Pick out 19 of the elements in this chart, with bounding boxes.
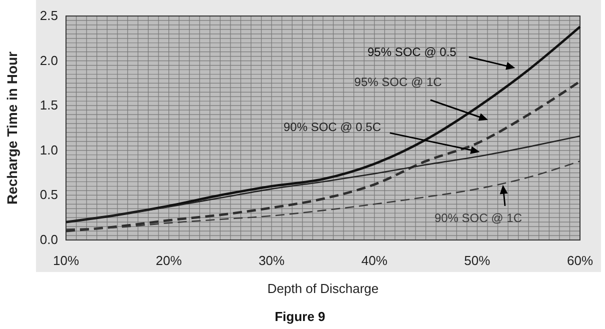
y-tick-label: 1.5 (40, 98, 58, 113)
y-tick-label: 2.0 (40, 52, 58, 68)
x-tick-label: 20% (156, 253, 182, 268)
x-axis-title: Depth of Discharge (267, 281, 379, 296)
x-tick-label: 10% (52, 253, 80, 268)
x-tick-label: 50% (464, 253, 491, 268)
y-axis-title: Recharge Time in Hour (4, 50, 20, 205)
x-tick-label: 60% (566, 253, 594, 268)
y-tick-label: 1.0 (40, 142, 58, 158)
text: 90% SOC @ 0.5C (283, 120, 382, 134)
text: 95% SOC @ 1C (354, 75, 442, 90)
y-tick-label: 0.5 (40, 187, 58, 202)
x-tick-label: 40% (361, 253, 388, 268)
y-tick-label: 0.0 (40, 232, 58, 247)
y-tick-label: 2.5 (40, 8, 58, 23)
series-label: 90% SOC @ 1C (434, 211, 522, 226)
text: Figure 9 (274, 309, 326, 324)
x-tick-label: 30% (258, 253, 286, 268)
text: 95% SOC @ 0.5 (367, 45, 457, 60)
